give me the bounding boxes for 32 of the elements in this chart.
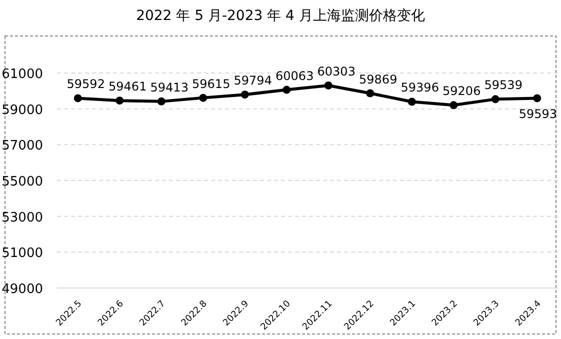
data-label: 59539 [484, 78, 522, 92]
chart-title: 2022 年 5 月-2023 年 4 月上海监测价格变化 [136, 8, 425, 24]
point [491, 95, 500, 104]
y-tick-label: 55000 [2, 174, 43, 190]
point [533, 94, 542, 102]
y-tick-label: 57000 [2, 138, 43, 154]
y-tick-label: 61000 [2, 67, 43, 82]
data-label: 59869 [359, 72, 398, 86]
data-label: 60063 [276, 68, 314, 83]
data-label: 59413 [150, 80, 188, 94]
y-tick-label: 59000 [2, 102, 43, 118]
point [408, 98, 416, 106]
point [324, 81, 332, 90]
point [366, 89, 374, 98]
data-label: 59592 [66, 77, 105, 92]
y-tick-label: 53000 [2, 210, 43, 226]
point [240, 90, 249, 99]
data-label: 59593 [518, 107, 557, 122]
y-tick-label: 51000 [2, 246, 43, 262]
data-label: 59461 [108, 80, 147, 94]
point [282, 86, 291, 94]
point [74, 94, 82, 102]
point [157, 97, 166, 106]
data-label: 59615 [192, 76, 230, 91]
point [199, 94, 208, 102]
data-label: 59794 [234, 74, 272, 88]
data-label: 60303 [317, 64, 356, 78]
y-tick-label: 49000 [2, 282, 43, 297]
data-label: 59396 [400, 80, 439, 95]
point [116, 96, 124, 105]
data-label: 59206 [442, 84, 481, 98]
point [450, 101, 458, 110]
